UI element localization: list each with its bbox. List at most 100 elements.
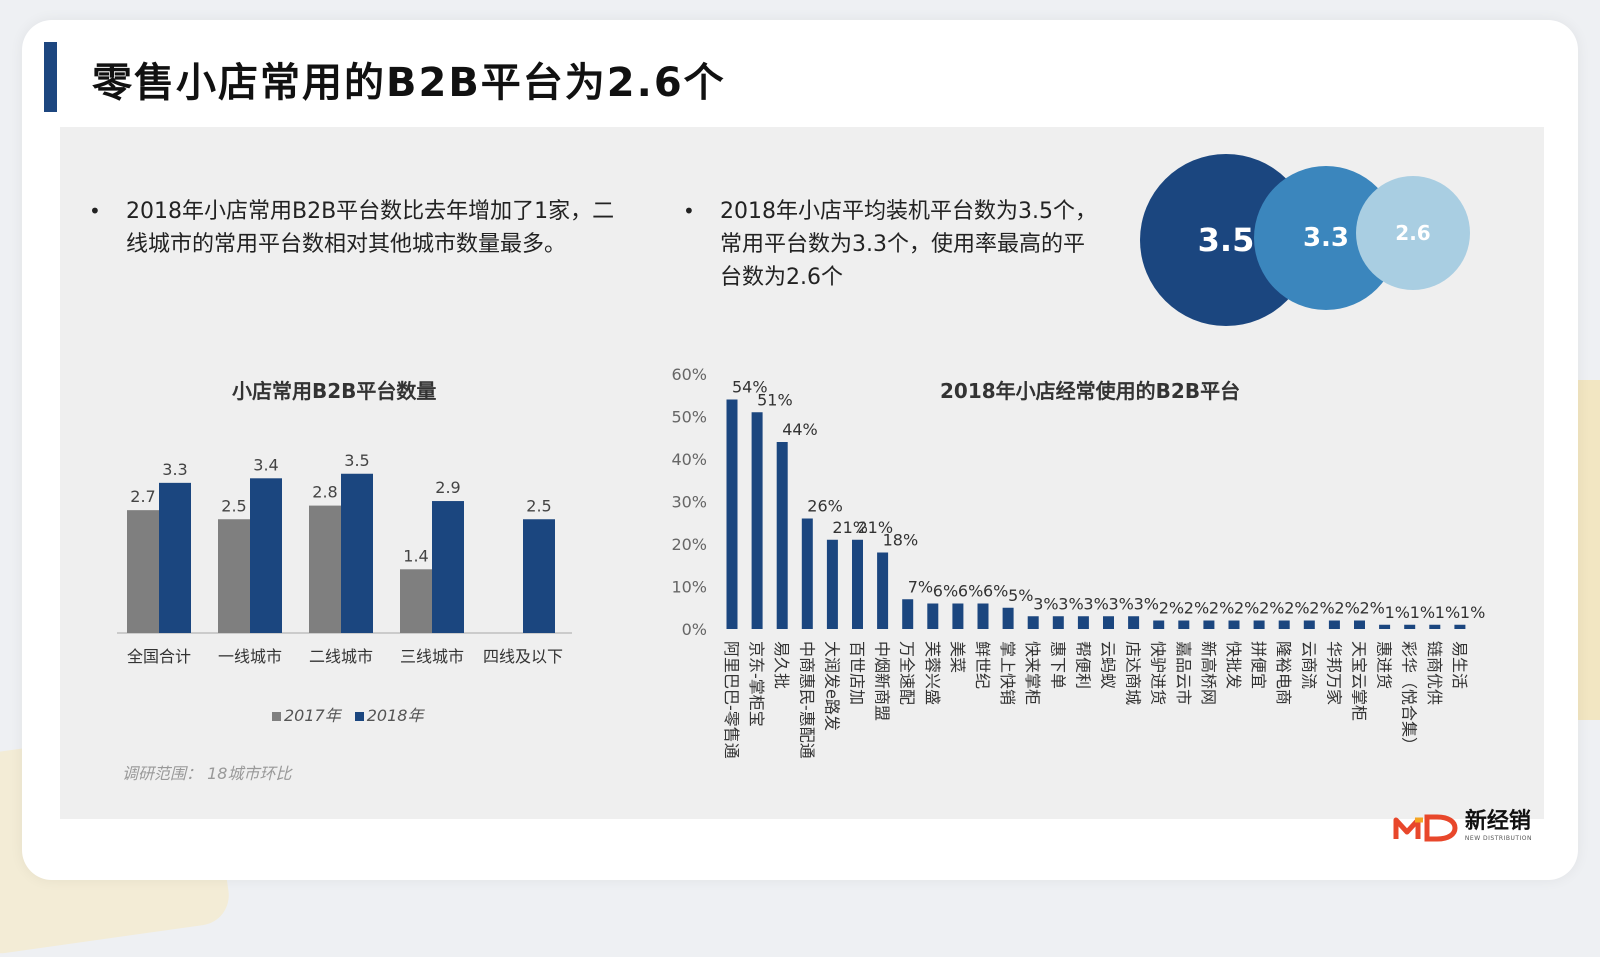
chart2-bar xyxy=(1103,616,1114,629)
chart2-bar xyxy=(1203,620,1215,629)
chart2-category-label: 链商优供 xyxy=(1425,641,1444,705)
chart2-data-label: 3% xyxy=(1109,594,1134,613)
chart2-category-label: 云商流 xyxy=(1299,641,1318,689)
bullet-right-text: 2018年小店平均装机平台数为3.5个，常用平台数为3.3个，使用率最高的平台数… xyxy=(720,199,1097,290)
chart1-data-label: 2.8 xyxy=(312,483,337,502)
chart2-data-label: 2% xyxy=(1309,599,1334,618)
chart2-y-tick: 10% xyxy=(671,578,707,597)
chart2-bar xyxy=(1178,620,1190,629)
chart2-bar xyxy=(1429,624,1441,629)
chart2-data-label: 1% xyxy=(1410,603,1435,622)
chart1-bar xyxy=(127,510,159,633)
chart1-data-label: 2.5 xyxy=(221,496,246,515)
chart2-data-label: 6% xyxy=(958,582,983,601)
chart1-bar xyxy=(159,482,191,633)
chart2-data-label: 1% xyxy=(1435,603,1460,622)
chart1-category-label: 四线及以下 xyxy=(483,647,563,666)
chart2-category-label: 隆裕电商 xyxy=(1274,641,1293,705)
chart2-data-label: 21% xyxy=(832,518,868,537)
chart2-data-label: 3% xyxy=(1083,594,1108,613)
chart2-category-label: 万全速配 xyxy=(898,641,917,705)
chart2-category-label: 帮便利 xyxy=(1073,641,1092,689)
chart2-category-label: 美菜 xyxy=(948,641,967,673)
chart2-bar xyxy=(977,603,989,629)
chart1-data-label: 1.4 xyxy=(403,546,428,565)
chart2-data-label: 2% xyxy=(1334,599,1359,618)
chart1-bar xyxy=(218,519,250,633)
chart2-bar xyxy=(1303,620,1315,629)
chart2-data-label: 2% xyxy=(1284,599,1309,618)
chart2-data-label: 2% xyxy=(1360,599,1385,618)
chart2-data-label: 2% xyxy=(1209,599,1234,618)
chart2-bar xyxy=(1077,616,1089,629)
circle-top-usage: 2.6 xyxy=(1356,176,1470,290)
brand-logo: 新经销 NEW DISTRIBUTION xyxy=(1393,811,1532,842)
chart2-y-tick: 50% xyxy=(671,408,707,427)
chart2-bar xyxy=(1002,607,1014,629)
chart2-category-label: 中商惠民-惠配通 xyxy=(797,641,816,759)
chart2-category-label: 店达商城 xyxy=(1124,641,1143,705)
chart2-data-label: 6% xyxy=(983,582,1008,601)
chart2-bar xyxy=(1228,620,1240,629)
chart2-data-label: 6% xyxy=(933,582,958,601)
chart2-bar xyxy=(1328,620,1340,629)
bullet-left: • 2018年小店常用B2B平台数比去年增加了1家，二线城市的常用平台数相对其他… xyxy=(89,195,616,261)
chart2-category-label: 快来掌柜 xyxy=(1023,641,1042,705)
legend-label-2018: 2018年 xyxy=(366,706,424,725)
chart2-data-label: 21% xyxy=(858,518,894,537)
chart2-data-label: 3% xyxy=(1134,594,1159,613)
circle-common-value: 3.3 xyxy=(1302,223,1350,253)
chart1-category-label: 一线城市 xyxy=(218,647,282,666)
chart2-data-label: 51% xyxy=(757,390,793,409)
chart2-title: 2018年小店经常使用的B2B平台 xyxy=(940,379,1241,403)
bullet-dot: • xyxy=(89,199,101,223)
chart2-category-label: 彩华（悦合集） xyxy=(1400,641,1419,753)
chart2-y-tick: 20% xyxy=(671,535,707,554)
chart1-data-label: 2.9 xyxy=(435,478,460,497)
chart2-bar xyxy=(902,599,914,629)
chart2-category-label: 快驴进货 xyxy=(1149,641,1168,705)
chart1-data-label: 3.4 xyxy=(253,455,278,474)
bullet-dot: • xyxy=(683,199,695,223)
bullet-right: • 2018年小店平均装机平台数为3.5个，常用平台数为3.3个，使用率最高的平… xyxy=(683,195,1100,294)
logo-en: NEW DISTRIBUTION xyxy=(1464,835,1532,842)
chart2-category-label: 大润发e路发 xyxy=(822,641,841,731)
logo-mark-icon xyxy=(1393,814,1458,841)
chart2-bar xyxy=(952,603,964,629)
chart2-category-label: 拼便宜 xyxy=(1249,641,1268,689)
chart2-data-label: 3% xyxy=(1058,594,1083,613)
chart2-y-tick: 40% xyxy=(671,450,707,469)
chart2-bar xyxy=(751,412,763,629)
chart1-category-label: 三线城市 xyxy=(400,647,464,666)
chart1-legend: 2017年 2018年 xyxy=(272,702,423,726)
chart2-data-label: 2% xyxy=(1259,599,1284,618)
chart2-bar xyxy=(1354,620,1365,629)
chart2-category-label: 天宝云掌柜 xyxy=(1350,641,1369,721)
legend-item-2017: 2017年 xyxy=(272,702,341,726)
chart1-data-label: 2.7 xyxy=(130,487,155,506)
chart2-data-label: 5% xyxy=(1008,586,1033,605)
chart2-bar xyxy=(801,518,813,629)
chart2-bar xyxy=(1128,616,1140,629)
bullet-left-text: 2018年小店常用B2B平台数比去年增加了1家，二线城市的常用平台数相对其他城市… xyxy=(126,199,615,257)
chart2-category-label: 京东-掌柜宝 xyxy=(747,641,766,727)
legend-label-2017: 2017年 xyxy=(284,706,341,725)
chart2-y-tick: 0% xyxy=(682,620,707,639)
chart2-bar xyxy=(927,603,939,629)
chart2-category-label: 掌上快销 xyxy=(998,641,1017,705)
chart2-bar xyxy=(1404,624,1416,629)
chart2-bar xyxy=(826,539,838,629)
chart1-data-label: 2.5 xyxy=(526,496,551,515)
chart2-data-label: 1% xyxy=(1460,603,1485,622)
chart2-data-label: 18% xyxy=(883,531,919,550)
title-accent-bar xyxy=(44,42,57,112)
chart2-data-label: 3% xyxy=(1033,594,1058,613)
chart1-title: 小店常用B2B平台数量 xyxy=(232,379,437,403)
chart2-category-label: 惠下单 xyxy=(1048,641,1067,689)
logo-cn: 新经销 xyxy=(1464,809,1531,834)
chart2-bar xyxy=(1278,620,1290,629)
chart1-bar xyxy=(341,473,373,633)
chart2-bar xyxy=(726,399,738,629)
chart2-data-label: 7% xyxy=(908,577,933,596)
chart1-data-label: 3.3 xyxy=(162,460,187,479)
